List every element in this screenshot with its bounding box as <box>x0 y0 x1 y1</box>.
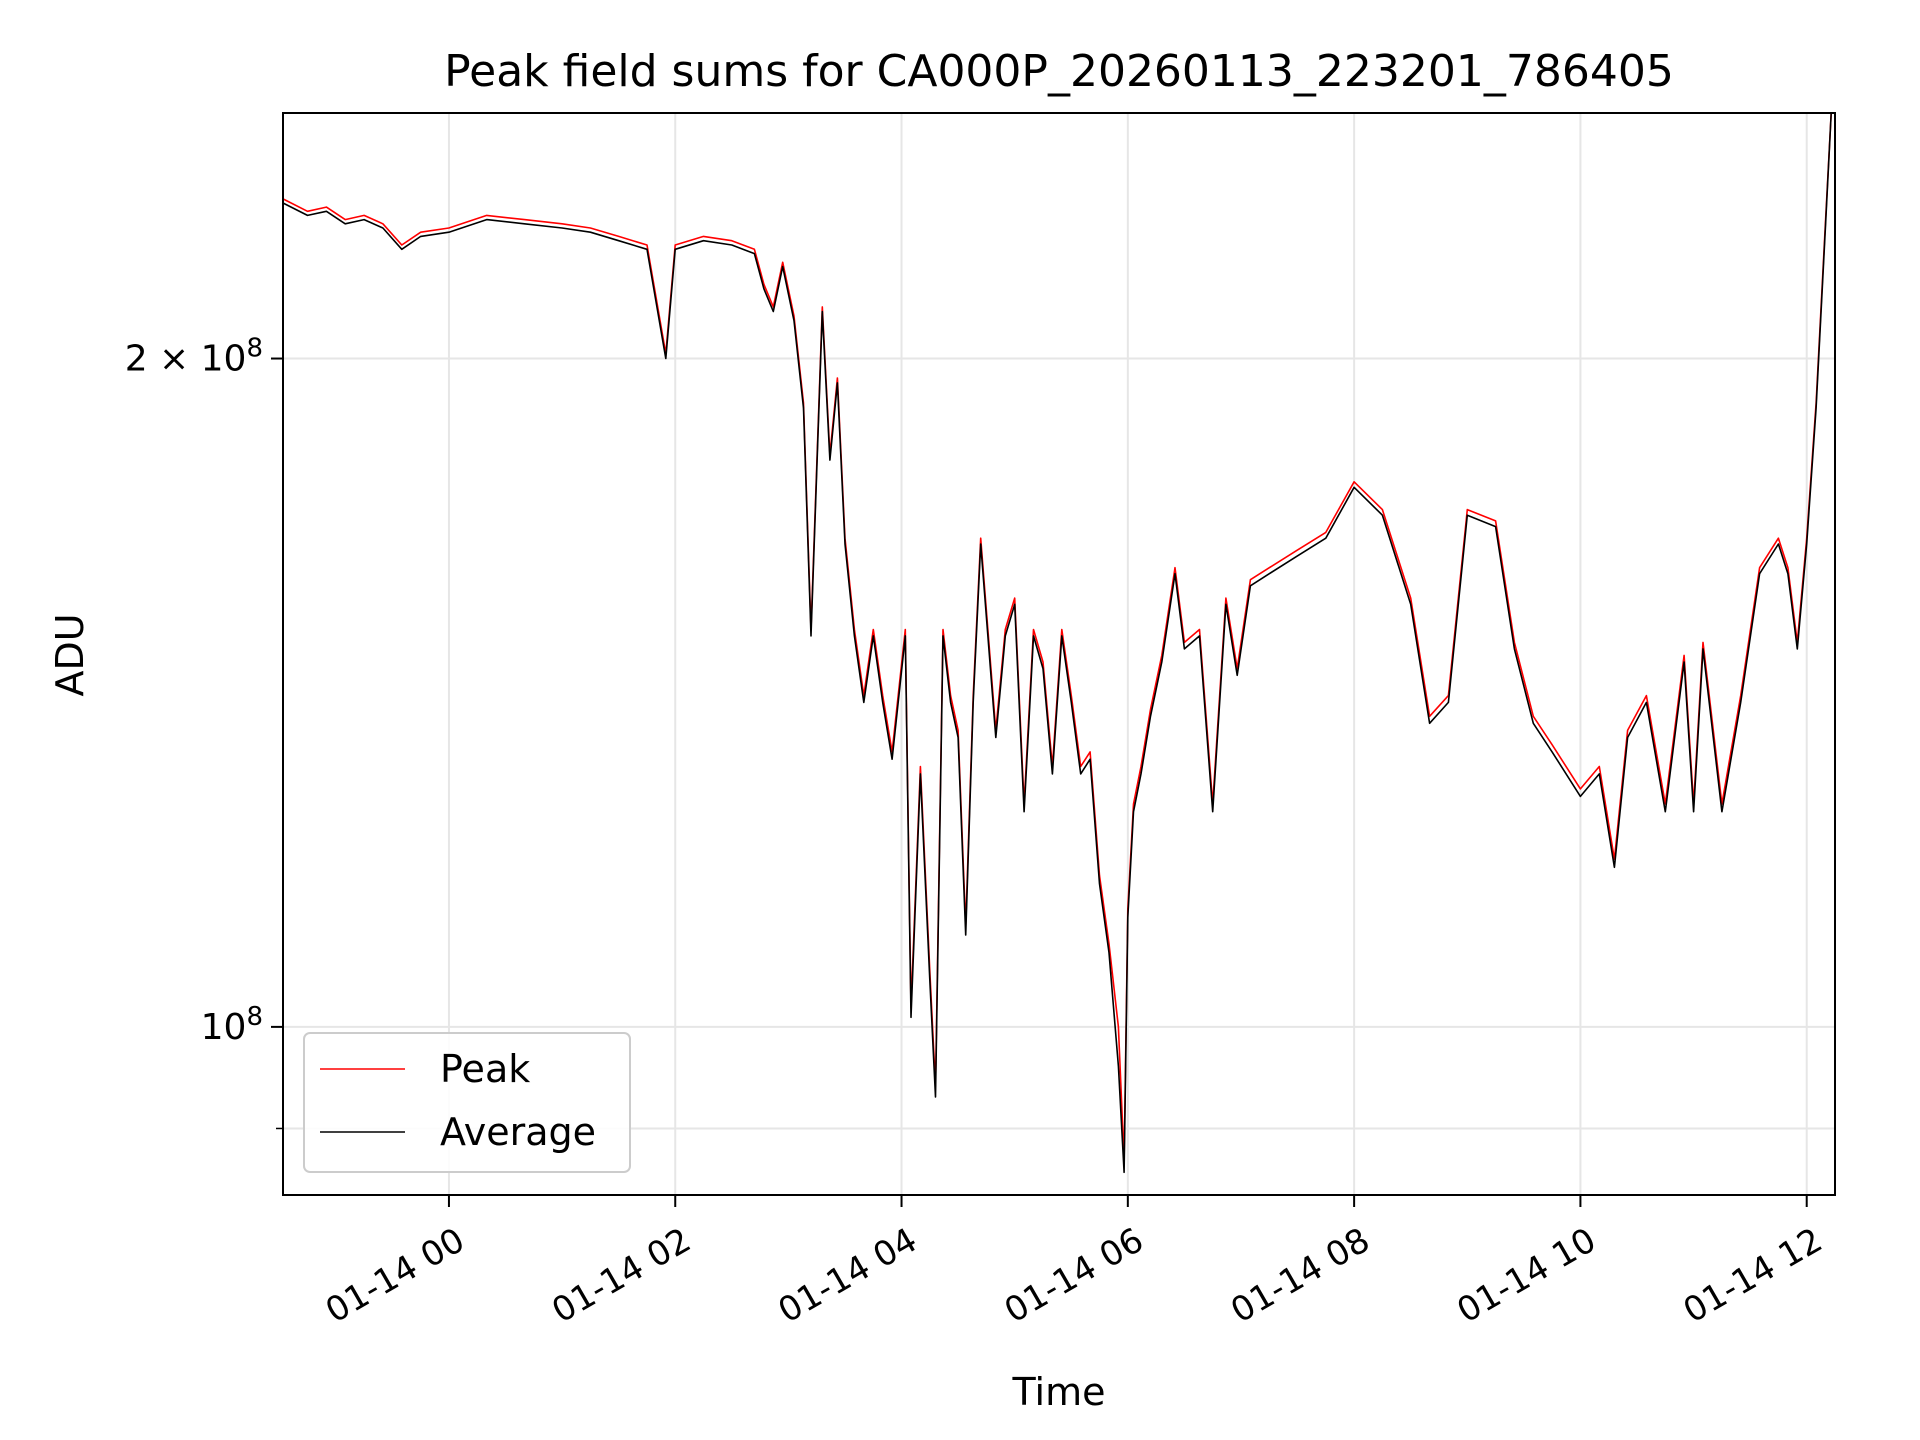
y-tick-label: 108 <box>201 1002 263 1048</box>
x-axis-label: Time <box>1012 1370 1106 1414</box>
y-tick-label: 2 × 108 <box>125 334 263 380</box>
legend-average-label: Average <box>440 1110 596 1154</box>
chart-title: Peak field sums for CA000P_20260113_2232… <box>444 46 1674 97</box>
y-axis-label: ADU <box>48 613 92 696</box>
series-lines <box>282 112 1832 1174</box>
grid-lines <box>283 113 1835 1195</box>
average-series-line <box>282 112 1832 1174</box>
legend-peak-label: Peak <box>440 1047 530 1091</box>
plot-frame <box>282 112 1836 1196</box>
legend: Peak Average <box>303 1032 631 1173</box>
legend-box <box>303 1032 631 1173</box>
